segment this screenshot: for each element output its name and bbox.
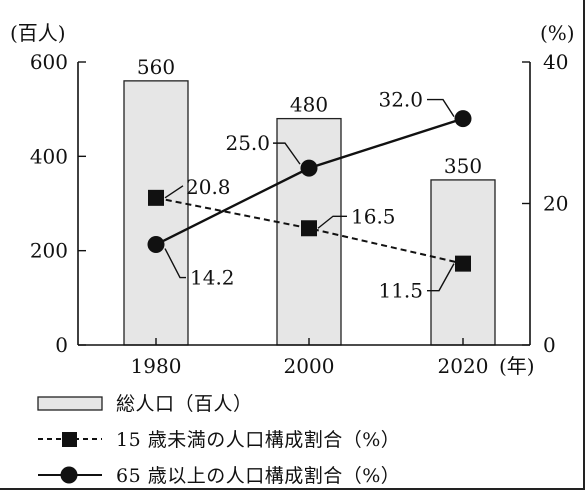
data-label-over65: 25.0 xyxy=(225,131,270,155)
bar-value-label: 560 xyxy=(137,55,175,79)
data-label-over65: 32.0 xyxy=(378,88,423,112)
data-label-under15: 11.5 xyxy=(378,279,423,303)
data-label-under15: 16.5 xyxy=(351,204,396,228)
leader-under15-1980 xyxy=(164,185,184,199)
legend-label-over65: 65 歳以上の人口構成割合（%） xyxy=(116,465,401,487)
legend-item-total: 総人口（百人） xyxy=(36,389,253,416)
x-tick-label: 2000 xyxy=(284,354,335,378)
legend-circle-marker xyxy=(38,466,102,483)
point-over65-1980 xyxy=(147,236,165,254)
leader-under15-2000 xyxy=(317,215,347,229)
bar-value-label: 350 xyxy=(444,154,482,178)
right-tick-label: 40 xyxy=(543,50,568,74)
data-label-under15: 20.8 xyxy=(186,175,231,199)
point-under15-2000 xyxy=(301,220,317,237)
leader-over65-2000 xyxy=(273,142,301,165)
right-axis-label: (%) xyxy=(540,21,575,45)
x-tick-label: 1980 xyxy=(131,354,182,378)
legend-label-under15: 15 歳未満の人口構成割合（%） xyxy=(116,429,401,451)
legend-item-over65: 65 歳以上の人口構成割合（%） xyxy=(36,461,400,488)
legend-label-total: 総人口（百人） xyxy=(116,393,253,415)
bar-value-label: 480 xyxy=(290,93,328,117)
left-tick-label: 0 xyxy=(55,333,68,357)
legend-bar-swatch xyxy=(37,395,103,411)
left-tick-label: 600 xyxy=(30,50,68,74)
point-over65-2000 xyxy=(300,159,318,177)
left-tick-label: 400 xyxy=(30,144,68,168)
leader-under15-2020 xyxy=(427,263,455,292)
legend-square-marker xyxy=(38,431,102,447)
left-tick-label: 200 xyxy=(30,239,68,263)
leader-over65-2020 xyxy=(427,98,455,117)
x-unit-label: (年) xyxy=(499,354,535,378)
right-tick-label: 0 xyxy=(543,333,556,357)
left-axis-label: (百人) xyxy=(10,21,66,45)
point-under15-2020 xyxy=(455,255,471,272)
legend-item-under15: 15 歳未満の人口構成割合（%） xyxy=(36,425,400,452)
data-label-over65: 14.2 xyxy=(190,266,235,290)
right-tick-label: 20 xyxy=(543,192,568,216)
point-over65-2020 xyxy=(454,110,472,128)
x-tick-label: 2020 xyxy=(438,354,489,378)
bar-total-1980 xyxy=(123,80,189,346)
leader-over65-1980 xyxy=(164,248,186,279)
point-under15-1980 xyxy=(148,189,164,206)
